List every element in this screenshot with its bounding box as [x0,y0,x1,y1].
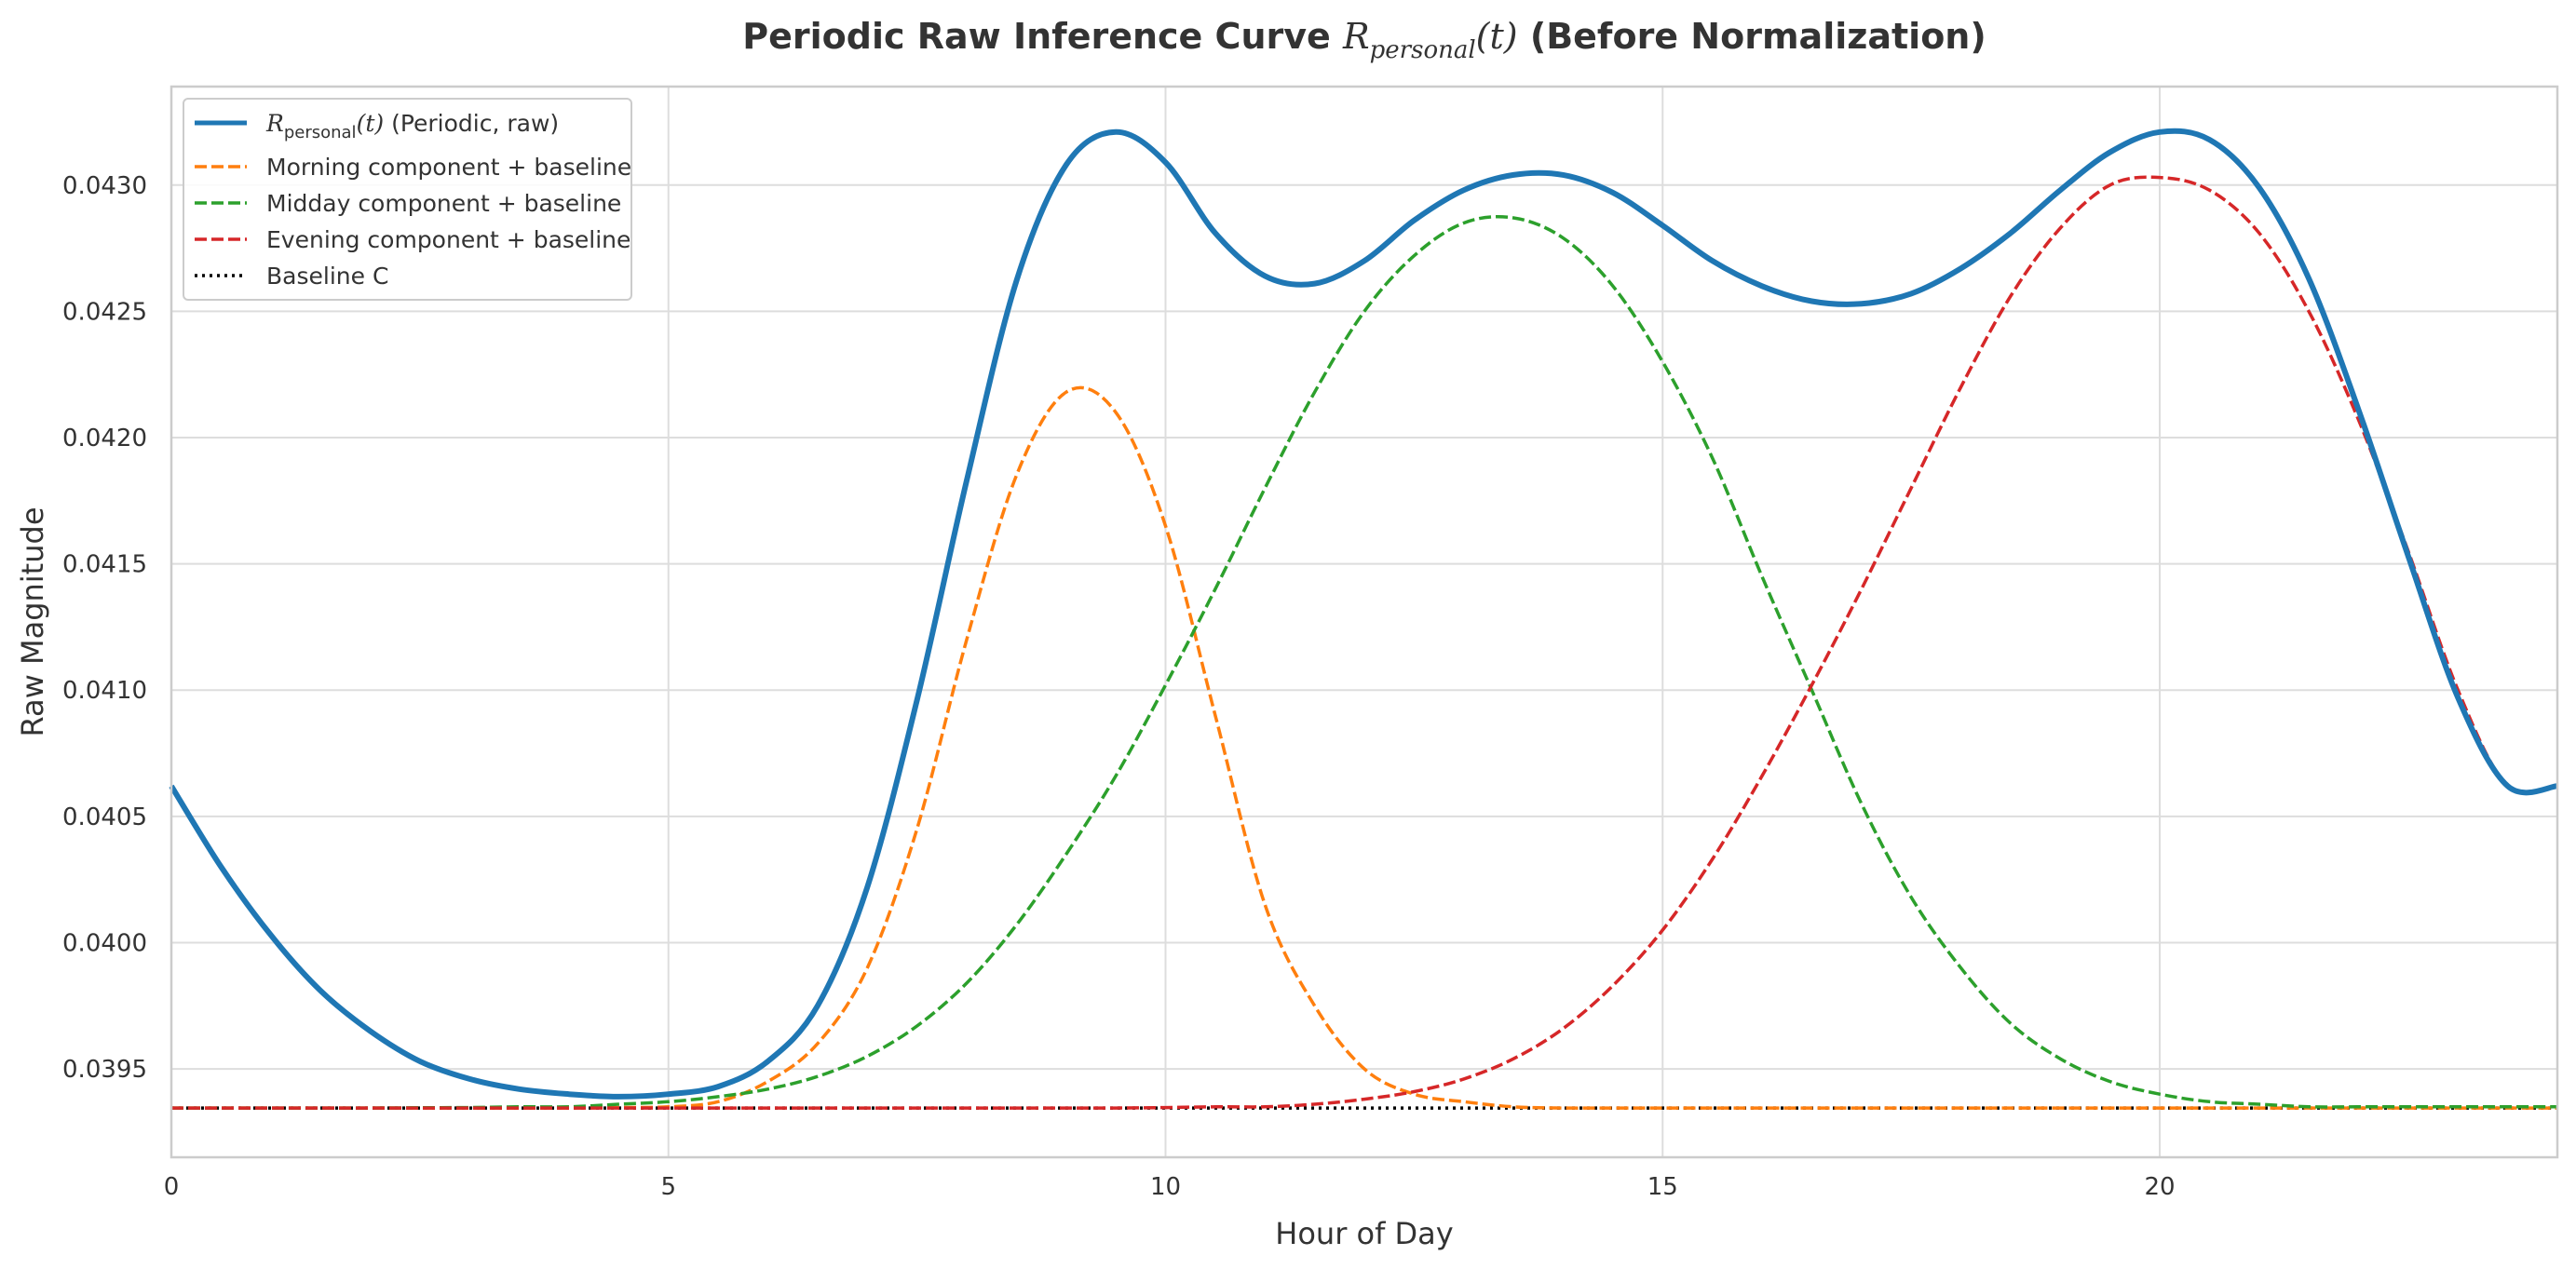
series-line-evening [171,175,2558,1110]
y-tick-label: 0.0430 [62,172,147,200]
y-axis-label: Raw Magnitude [15,506,50,736]
series-line-raw [169,128,2558,1100]
y-axis-ticks: 0.0395 0.0400 0.0405 0.0410 0.0415 0.0420 0.04… [62,172,147,1084]
y-tick-label: 0.0425 [62,298,147,326]
legend-label-evening: Evening component + baseline [266,226,630,253]
x-axis-label: Hour of Day [1275,1216,1453,1251]
x-tick-label: 10 [1150,1173,1181,1201]
x-tick-label: 0 [164,1173,180,1201]
x-tick-label: 5 [660,1173,676,1201]
series-line-midday [171,215,2557,1110]
x-axis-ticks: 0 5 10 15 20 [164,1173,2176,1201]
legend-label-midday: Midday component + baseline [266,190,621,217]
legend-label-morning: Morning component + baseline [266,154,631,181]
legend-box [183,98,632,301]
x-tick-label: 15 [1647,1173,1678,1201]
x-tick-label: 20 [2144,1173,2175,1201]
chart-title: Periodic Raw Inference Curve Rpersonal(t… [742,16,1986,64]
y-tick-label: 0.0415 [62,551,147,579]
y-tick-label: 0.0405 [62,803,147,831]
y-tick-label: 0.0400 [62,929,147,957]
y-tick-label: 0.0420 [62,425,147,452]
plot-frame [169,85,2559,1159]
series-layer [169,128,2558,1110]
legend-label-baseline: Baseline C [266,263,388,290]
legend: Rpersonal(t) (Periodic, raw) Morning com… [183,98,632,301]
legend-label-raw: Rpersonal(t) (Periodic, raw) [265,110,559,142]
y-tick-label: 0.0410 [62,677,147,705]
y-tick-label: 0.0395 [62,1056,147,1084]
